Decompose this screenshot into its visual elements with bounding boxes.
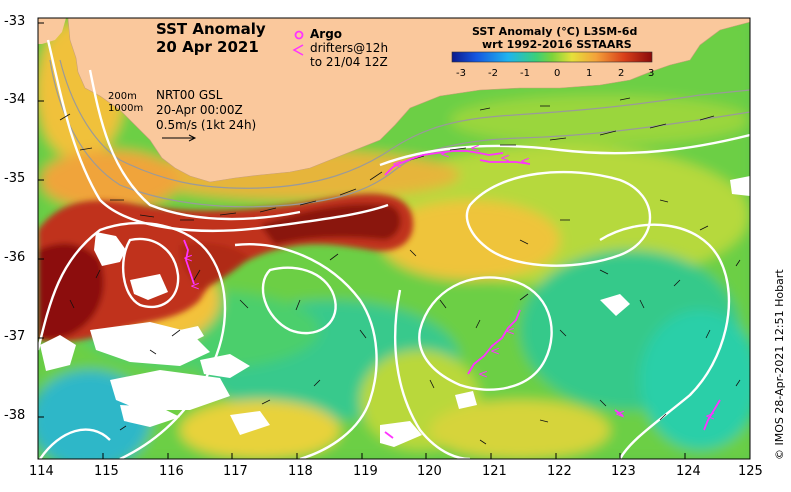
y-tick: -37	[4, 329, 26, 344]
credit: © IMOS 28-Apr-2021 12:51 Hobart	[773, 269, 786, 460]
x-tick: 119	[353, 464, 378, 479]
legend-drifter-label: drifters@12h	[310, 41, 389, 55]
colorbar-tick: 3	[648, 68, 655, 79]
colorbar-tick: 1	[586, 68, 593, 79]
colorbar-tick: -1	[520, 68, 530, 79]
axis-ticks	[37, 22, 751, 459]
sst-field: < << < < << <<< <<	[38, 18, 750, 459]
drifter-markers: < << < < << <<< <<	[183, 141, 715, 423]
svg-text:<: <	[440, 147, 450, 161]
legend-drifter-period: to 21/04 12Z	[310, 55, 388, 69]
legend-argo-label: Argo	[310, 27, 343, 41]
x-tick: 125	[738, 464, 763, 479]
x-tick: 124	[676, 464, 701, 479]
map-title: SST Anomaly	[156, 20, 266, 38]
colorbar	[451, 51, 653, 63]
svg-text:<: <	[615, 407, 625, 421]
svg-text:<: <	[478, 367, 488, 381]
y-tick: -35	[4, 171, 26, 186]
x-tick: 117	[223, 464, 248, 479]
colorbar-tick: 2	[618, 68, 625, 79]
svg-text:<: <	[183, 251, 193, 265]
x-tick: 118	[288, 464, 313, 479]
svg-text:<: <	[470, 141, 480, 155]
x-tick: 122	[547, 464, 572, 479]
x-tick: 116	[159, 464, 184, 479]
isobath-1000m	[49, 59, 750, 208]
x-tick: 123	[611, 464, 636, 479]
colorbar-title: SST Anomaly (°C) L3SM-6d	[472, 25, 638, 38]
isobath-1000m-label: 1000m	[108, 103, 144, 114]
svg-text:<: <	[505, 324, 515, 338]
svg-text:<: <	[500, 151, 510, 165]
y-tick: -33	[4, 14, 26, 29]
colorbar-tick: 0	[554, 68, 561, 79]
map-date: 20 Apr 2021	[156, 38, 259, 56]
y-tick: -36	[4, 250, 26, 265]
y-tick: -38	[4, 408, 26, 423]
svg-text:<: <	[520, 154, 530, 168]
x-tick: 120	[417, 464, 442, 479]
data-datetime: 20-Apr 00:00Z	[156, 103, 243, 117]
drifter-tracks	[183, 150, 721, 439]
x-tick: 115	[94, 464, 119, 479]
colorbar-tick: -2	[488, 68, 498, 79]
vector-scale: 0.5m/s (1kt 24h)	[156, 118, 257, 132]
svg-text:<: <	[705, 409, 715, 423]
argo-symbol-icon	[294, 30, 304, 40]
y-tick: -34	[4, 92, 26, 107]
svg-text:<: <	[490, 344, 500, 358]
x-tick: 114	[29, 464, 54, 479]
scale-arrow-icon	[162, 134, 197, 142]
x-tick: 121	[482, 464, 507, 479]
data-source: NRT00 GSL	[156, 88, 223, 102]
svg-text:<: <	[190, 279, 200, 293]
svg-text:<: <	[392, 157, 402, 171]
colorbar-subtitle: wrt 1992-2016 SSTAARS	[482, 38, 632, 51]
drifter-symbol-icon	[292, 44, 304, 56]
isobath-200m-label: 200m	[108, 91, 137, 102]
colorbar-tick: -3	[456, 68, 466, 79]
